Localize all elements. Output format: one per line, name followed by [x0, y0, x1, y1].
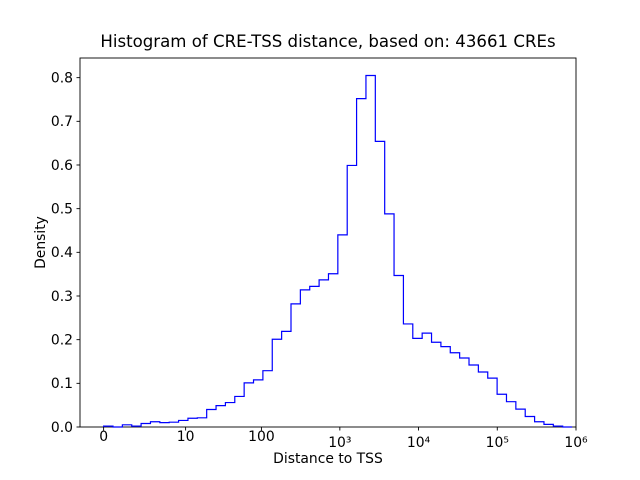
x-axis-label: Distance to TSS	[273, 451, 383, 467]
y-tick-label: 0.4	[51, 245, 73, 261]
x-tick-label: 10³	[328, 435, 351, 451]
y-tick-label: 0.7	[51, 114, 73, 130]
y-tick-label: 0.6	[51, 158, 73, 174]
y-tick-label: 0.2	[51, 332, 73, 348]
y-tick-label: 0.3	[51, 289, 73, 305]
x-tick-label: 10⁴	[407, 435, 431, 451]
axes-spines	[79, 57, 577, 428]
chart-title: Histogram of CRE-TSS distance, based on:…	[100, 32, 555, 51]
x-tick-label: 10⁶	[564, 435, 588, 451]
y-tick-label: 0.0	[51, 420, 73, 436]
plot-generated-content: 0 10 100 10³ 10⁴ 10⁵ 10⁶ 0.0 0.1 0.2 0.3 0.4 0.5 0.6 0…	[51, 70, 588, 451]
y-tick-label: 0.1	[51, 376, 73, 392]
y-tick-label: 0.8	[51, 70, 73, 86]
y-tick-label: 0.5	[51, 201, 73, 217]
x-tick-label: 0	[99, 429, 108, 445]
histogram-step-line	[103, 74, 573, 428]
y-axis-label: Density	[33, 216, 49, 269]
x-tick-label: 10	[177, 429, 195, 445]
x-tick-label: 100	[248, 429, 275, 445]
x-tick-label: 10⁵	[486, 435, 509, 451]
